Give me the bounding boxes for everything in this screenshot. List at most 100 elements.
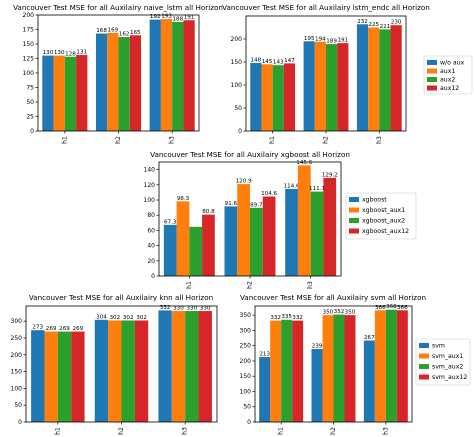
y-tick-label: 0 bbox=[238, 128, 242, 135]
legend-label: aux2 bbox=[440, 77, 455, 84]
x-tick-label: h1 bbox=[278, 427, 285, 435]
x-tick-label: h3 bbox=[169, 136, 176, 144]
bar-value-label: 188 bbox=[172, 16, 183, 22]
bar bbox=[322, 315, 334, 422]
y-tick-label: 100 bbox=[144, 197, 156, 204]
bar-value-label: 130 bbox=[54, 50, 65, 56]
y-tick-label: 300 bbox=[11, 318, 23, 325]
y-tick-label: 25 bbox=[26, 114, 34, 121]
y-tick-label: 50 bbox=[26, 99, 34, 106]
bar bbox=[158, 310, 172, 422]
bar-value-label: 269 bbox=[59, 326, 70, 332]
bar-value-label: 366 bbox=[397, 305, 408, 311]
y-tick-label: 100 bbox=[23, 70, 35, 77]
y-tick-label: 140 bbox=[144, 167, 156, 174]
bar bbox=[297, 165, 311, 276]
bar-value-label: 98.3 bbox=[177, 196, 190, 202]
bar bbox=[107, 32, 119, 132]
bar bbox=[314, 41, 326, 132]
y-tick-label: 150 bbox=[11, 369, 23, 376]
legend-swatch bbox=[349, 207, 359, 213]
legend-swatch bbox=[419, 353, 429, 359]
bar bbox=[171, 311, 186, 422]
bar bbox=[311, 349, 323, 422]
bar bbox=[272, 65, 284, 131]
y-tick-label: 250 bbox=[240, 343, 252, 350]
x-tick-label: h2 bbox=[330, 427, 337, 435]
bar-value-label: 89.7 bbox=[250, 202, 263, 208]
bar-value-label: 302 bbox=[123, 315, 134, 321]
chart-title: Vancouver Test MSE for all Auxilairy knn… bbox=[29, 293, 213, 302]
bar bbox=[281, 319, 293, 422]
y-tick-label: 0 bbox=[247, 419, 251, 426]
chart-title: Vancouver Test MSE for all Auxilairy svm… bbox=[240, 293, 426, 302]
y-tick-label: 50 bbox=[14, 402, 22, 409]
bar bbox=[163, 224, 177, 276]
x-tick-label: h1 bbox=[61, 136, 68, 144]
bar bbox=[129, 35, 142, 131]
bar-value-label: 352 bbox=[334, 309, 345, 315]
bar bbox=[262, 196, 276, 276]
bar-value-label: 195 bbox=[304, 36, 315, 42]
bar-value-label: 104.6 bbox=[261, 191, 277, 197]
bar-value-label: 330 bbox=[200, 306, 211, 312]
legend-box bbox=[423, 55, 473, 95]
y-tick-label: 100 bbox=[11, 385, 23, 392]
bar-value-label: 67.3 bbox=[164, 219, 177, 225]
legend-swatch bbox=[427, 60, 437, 65]
bar bbox=[202, 214, 215, 276]
y-tick-label: 200 bbox=[231, 36, 243, 43]
bar-value-label: 267 bbox=[364, 335, 375, 341]
bar bbox=[396, 310, 408, 422]
bar-value-label: 165 bbox=[130, 30, 141, 36]
legend-box bbox=[415, 338, 471, 386]
y-tick-label: 150 bbox=[231, 59, 243, 66]
bar-value-label: 368 bbox=[386, 304, 397, 310]
bar bbox=[64, 56, 77, 132]
bar bbox=[185, 311, 199, 422]
bar-value-label: 168 bbox=[96, 28, 107, 34]
y-tick-label: 175 bbox=[23, 27, 35, 34]
bar-value-label: 147 bbox=[284, 58, 295, 64]
y-tick-label: 150 bbox=[240, 373, 252, 380]
bar-value-label: 332 bbox=[292, 315, 303, 321]
y-tick-label: 200 bbox=[23, 12, 35, 19]
bar-value-label: 131 bbox=[76, 50, 87, 56]
chart-4: Vancouver Test MSE for all Auxilairy knn… bbox=[11, 293, 218, 435]
bar-value-label: 143 bbox=[273, 60, 284, 66]
bar-value-label: 350 bbox=[345, 310, 356, 316]
legend-swatch bbox=[349, 228, 359, 234]
bar-value-label: 145.6 bbox=[296, 160, 312, 166]
bar bbox=[176, 201, 190, 276]
bar bbox=[259, 356, 271, 422]
bar-value-label: 114.6 bbox=[284, 183, 300, 189]
bar-value-label: 350 bbox=[323, 310, 334, 316]
y-tick-label: 50 bbox=[243, 404, 251, 411]
legend-swatch bbox=[427, 68, 437, 74]
legend: xgboost xgboost_aux1 xgboost_aux2 xgboost_a… bbox=[345, 192, 417, 240]
legend: svm svm_aux1 svm_aux2 svm_aux12 bbox=[415, 338, 471, 386]
bar bbox=[160, 19, 173, 132]
x-tick-label: h3 bbox=[307, 281, 314, 289]
bar bbox=[71, 331, 85, 422]
bar-value-label: 193 bbox=[161, 14, 172, 20]
bar-value-label: 230 bbox=[391, 20, 402, 26]
bar bbox=[134, 320, 149, 422]
x-tick-label: h3 bbox=[382, 427, 389, 435]
legend-label: xgboost_aux1 bbox=[362, 207, 405, 214]
bar bbox=[189, 226, 203, 276]
y-tick-label: 0 bbox=[151, 273, 155, 280]
bar-value-label: 162 bbox=[119, 32, 130, 38]
bar-value-label: 189 bbox=[326, 39, 337, 45]
bar bbox=[374, 310, 386, 422]
bar-value-label: 335 bbox=[281, 314, 292, 320]
bar bbox=[44, 331, 58, 422]
chart-5: Vancouver Test MSE for all Auxilairy svm… bbox=[240, 293, 471, 435]
bar-value-label: 129.2 bbox=[322, 172, 338, 178]
bar bbox=[108, 320, 122, 422]
y-tick-label: 0 bbox=[18, 419, 22, 426]
y-tick-label: 200 bbox=[11, 352, 23, 359]
x-tick-label: h2 bbox=[247, 281, 254, 289]
